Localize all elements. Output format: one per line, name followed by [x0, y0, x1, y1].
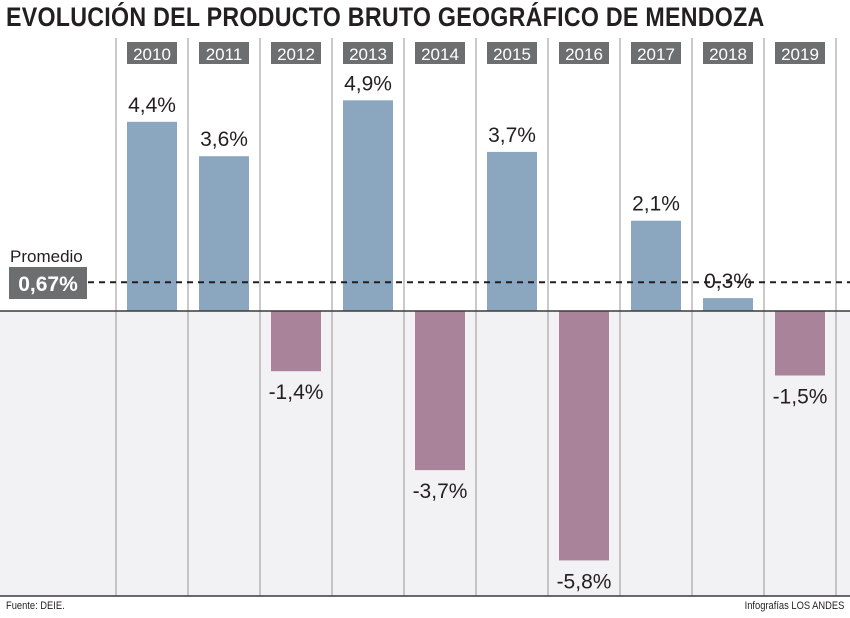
value-label-2015: 3,7%	[488, 124, 536, 147]
value-label-2019: -1,5%	[773, 386, 828, 409]
bar-2014	[415, 311, 465, 471]
year-badge-2014	[415, 42, 465, 64]
value-label-2016: -5,8%	[557, 570, 612, 593]
bar-2012	[271, 311, 321, 372]
bar-2013	[343, 100, 393, 311]
source-note: Fuente: DEIE.	[6, 600, 65, 612]
bar-2018	[703, 298, 753, 311]
bar-2019	[775, 311, 825, 376]
year-label-2019: 2019	[781, 45, 819, 64]
bars	[127, 100, 825, 561]
year-label-2013: 2013	[349, 45, 387, 64]
year-badge-2017	[631, 42, 681, 64]
average-value: 0,67%	[18, 273, 78, 296]
credit-note: Infografías LOS ANDES	[744, 600, 844, 612]
year-label-2012: 2012	[277, 45, 315, 64]
bar-2017	[631, 220, 681, 311]
value-label-2012: -1,4%	[269, 381, 324, 404]
average-label: Promedio	[10, 247, 83, 266]
year-label-2014: 2014	[421, 45, 459, 64]
value-label-2011: 3,6%	[200, 128, 248, 151]
year-badge-2013	[343, 42, 393, 64]
year-badge-2018	[703, 42, 753, 64]
year-label-2010: 2010	[133, 45, 171, 64]
year-label-2015: 2015	[493, 45, 531, 64]
chart-title: EVOLUCIÓN DEL PRODUCTO BRUTO GEOGRÁFICO …	[6, 2, 765, 32]
bar-2010	[127, 121, 177, 311]
value-label-2014: -3,7%	[413, 480, 468, 503]
column-dividers	[115, 38, 837, 596]
year-badge-2016	[559, 42, 609, 64]
year-badge-2011	[199, 42, 249, 64]
average-value-badge	[9, 267, 87, 299]
value-label-2013: 4,9%	[344, 72, 392, 95]
bar-2011	[199, 156, 249, 311]
value-label-2017: 2,1%	[632, 193, 680, 216]
year-badges: 2010 2011 2012 2013 2014 2015 2016 2017 2018 2019	[127, 42, 825, 64]
year-badge-2015	[487, 42, 537, 64]
year-label-2017: 2017	[637, 45, 675, 64]
bar-2015	[487, 151, 537, 311]
year-badge-2012	[271, 42, 321, 64]
value-labels: 4,4%3,6%-1,4%4,9%-3,7%3,7%-5,8%2,1%0,3%-…	[128, 72, 827, 593]
bar-2016	[559, 311, 609, 561]
value-label-2010: 4,4%	[128, 94, 176, 117]
year-badge-2019	[775, 42, 825, 64]
year-label-2016: 2016	[565, 45, 603, 64]
year-badge-2010	[127, 42, 177, 64]
year-label-2018: 2018	[709, 45, 747, 64]
year-label-2011: 2011	[206, 45, 243, 64]
